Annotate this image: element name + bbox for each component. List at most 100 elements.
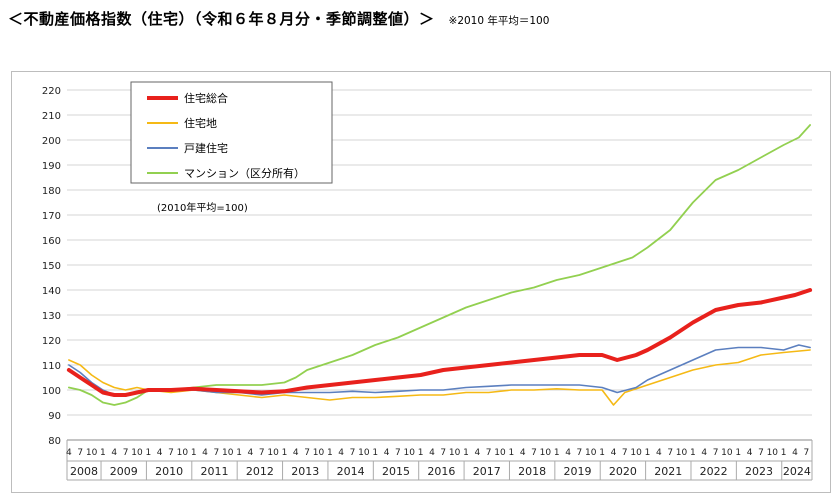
y-tick-label-180: 180 [42, 186, 61, 197]
x-month-label-2016-10: 10 [449, 448, 461, 458]
x-month-label-2011-07: 7 [214, 448, 220, 458]
x-month-label-2017-04: 4 [474, 448, 480, 458]
y-axis: 80 90 100 110 120 130 140 150 160 170 180 190 200 210… [42, 86, 61, 447]
x-month-label-2011-01: 1 [191, 448, 197, 458]
x-month-label-2015-07: 7 [395, 448, 401, 458]
x-month-label-2019-07: 7 [577, 448, 583, 458]
x-month-label-2014-07: 7 [350, 448, 356, 458]
x-month-label-2020-01: 1 [599, 448, 605, 458]
x-month-label-2018-10: 10 [540, 448, 552, 458]
x-month-label-2019-04: 4 [565, 448, 571, 458]
x-month-label-2017-07: 7 [486, 448, 492, 458]
x-year-label-2008: 2008 [70, 465, 98, 478]
x-year-label-2013: 2013 [291, 465, 319, 478]
x-month-label-2020-10: 10 [630, 448, 642, 458]
x-month-label-2010-01: 1 [145, 448, 151, 458]
x-month-label-2008-07: 7 [77, 448, 83, 458]
x-month-label-2024-07: 7 [803, 448, 809, 458]
x-month-label-2014-04: 4 [338, 448, 344, 458]
x-month-label-2019-10: 10 [585, 448, 597, 458]
x-month-label-2024-04: 4 [792, 448, 798, 458]
x-month-label-2015-10: 10 [404, 448, 416, 458]
x-month-label-2016-01: 1 [418, 448, 424, 458]
x-year-label-2016: 2016 [427, 465, 455, 478]
x-month-label-2009-01: 1 [100, 448, 106, 458]
x-month-label-2018-07: 7 [531, 448, 537, 458]
x-month-label-2013-07: 7 [304, 448, 310, 458]
x-month-label-2021-07: 7 [667, 448, 673, 458]
x-month-label-2012-10: 10 [267, 448, 279, 458]
x-month-label-2023-01: 1 [735, 448, 741, 458]
series-lines [66, 124, 813, 406]
x-month-label-2008-04: 4 [66, 448, 72, 458]
page-title: ＜不動産価格指数（住宅）（令和６年８月分・季節調整値）＞ ※2010 年平均＝10… [8, 8, 549, 29]
x-month-label-2017-10: 10 [494, 448, 506, 458]
x-month-label-2022-10: 10 [721, 448, 733, 458]
x-month-label-2010-07: 7 [168, 448, 174, 458]
x-month-label-2015-04: 4 [384, 448, 390, 458]
x-year-label-2024: 2024 [783, 465, 811, 478]
x-month-label-2016-04: 4 [429, 448, 435, 458]
x-month-label-2008-10: 10 [86, 448, 98, 458]
x-month-label-2009-10: 10 [131, 448, 143, 458]
y-tick-label-100: 100 [42, 386, 61, 397]
x-month-label-2015-01: 1 [372, 448, 378, 458]
series-line-0 [66, 288, 813, 397]
x-month-label-2022-01: 1 [690, 448, 696, 458]
x-month-label-2021-01: 1 [645, 448, 651, 458]
x-month-label-2014-10: 10 [358, 448, 370, 458]
y-tick-label-150: 150 [42, 261, 61, 272]
x-year-label-2019: 2019 [564, 465, 592, 478]
x-month-label-2016-07: 7 [440, 448, 446, 458]
y-tick-label-110: 110 [42, 361, 61, 372]
y-tick-label-130: 130 [42, 311, 61, 322]
chart-note: (2010年平均=100) [157, 201, 248, 214]
x-month-label-2013-10: 10 [313, 448, 325, 458]
x-year-label-2015: 2015 [382, 465, 410, 478]
x-month-label-2021-10: 10 [676, 448, 688, 458]
x-year-label-2020: 2020 [609, 465, 637, 478]
x-month-label-2012-04: 4 [248, 448, 254, 458]
x-year-label-2021: 2021 [654, 465, 682, 478]
x-month-label-2022-04: 4 [701, 448, 707, 458]
x-year-label-2018: 2018 [518, 465, 546, 478]
x-month-label-2020-04: 4 [611, 448, 617, 458]
x-year-label-2023: 2023 [745, 465, 773, 478]
x-month-label-2009-04: 4 [111, 448, 117, 458]
x-month-label-2017-01: 1 [463, 448, 469, 458]
x-month-label-2023-07: 7 [758, 448, 764, 458]
x-month-label-2018-04: 4 [520, 448, 526, 458]
legend-label-0: 住宅総合 [184, 91, 228, 105]
x-year-label-2014: 2014 [337, 465, 365, 478]
x-axis: 2008 2009 2010 2011 2012 2013 2014 2015 2016 2017… [66, 439, 813, 481]
y-tick-label-170: 170 [42, 211, 61, 222]
x-month-label-2022-07: 7 [713, 448, 719, 458]
series-line-1 [68, 349, 811, 406]
y-tick-label-80: 80 [48, 436, 61, 447]
x-month-label-2014-01: 1 [327, 448, 333, 458]
y-tick-label-200: 200 [42, 136, 61, 147]
x-year-label-2012: 2012 [246, 465, 274, 478]
y-tick-label-210: 210 [42, 111, 61, 122]
y-tick-label-160: 160 [42, 236, 61, 247]
x-year-label-2010: 2010 [155, 465, 183, 478]
legend-label-1: 住宅地 [184, 116, 217, 130]
base-year-note: ※2010 年平均＝100 [448, 15, 550, 27]
x-month-label-2019-01: 1 [554, 448, 560, 458]
x-month-label-2021-04: 4 [656, 448, 662, 458]
x-month-label-2010-10: 10 [177, 448, 189, 458]
x-year-label-2011: 2011 [200, 465, 228, 478]
x-month-label-2023-04: 4 [747, 448, 753, 458]
x-month-label-2012-07: 7 [259, 448, 265, 458]
x-month-label-2010-04: 4 [157, 448, 163, 458]
legend-label-2: 戸建住宅 [184, 141, 228, 155]
y-tick-label-90: 90 [48, 411, 61, 422]
page-title-text: ＜不動産価格指数（住宅）（令和６年８月分・季節調整値）＞ [8, 10, 435, 28]
x-month-label-2023-10: 10 [767, 448, 779, 458]
series-line-3 [68, 124, 811, 406]
x-month-label-2020-07: 7 [622, 448, 628, 458]
y-tick-label-190: 190 [42, 161, 61, 172]
legend-label-3: マンション（区分所有） [184, 166, 305, 180]
